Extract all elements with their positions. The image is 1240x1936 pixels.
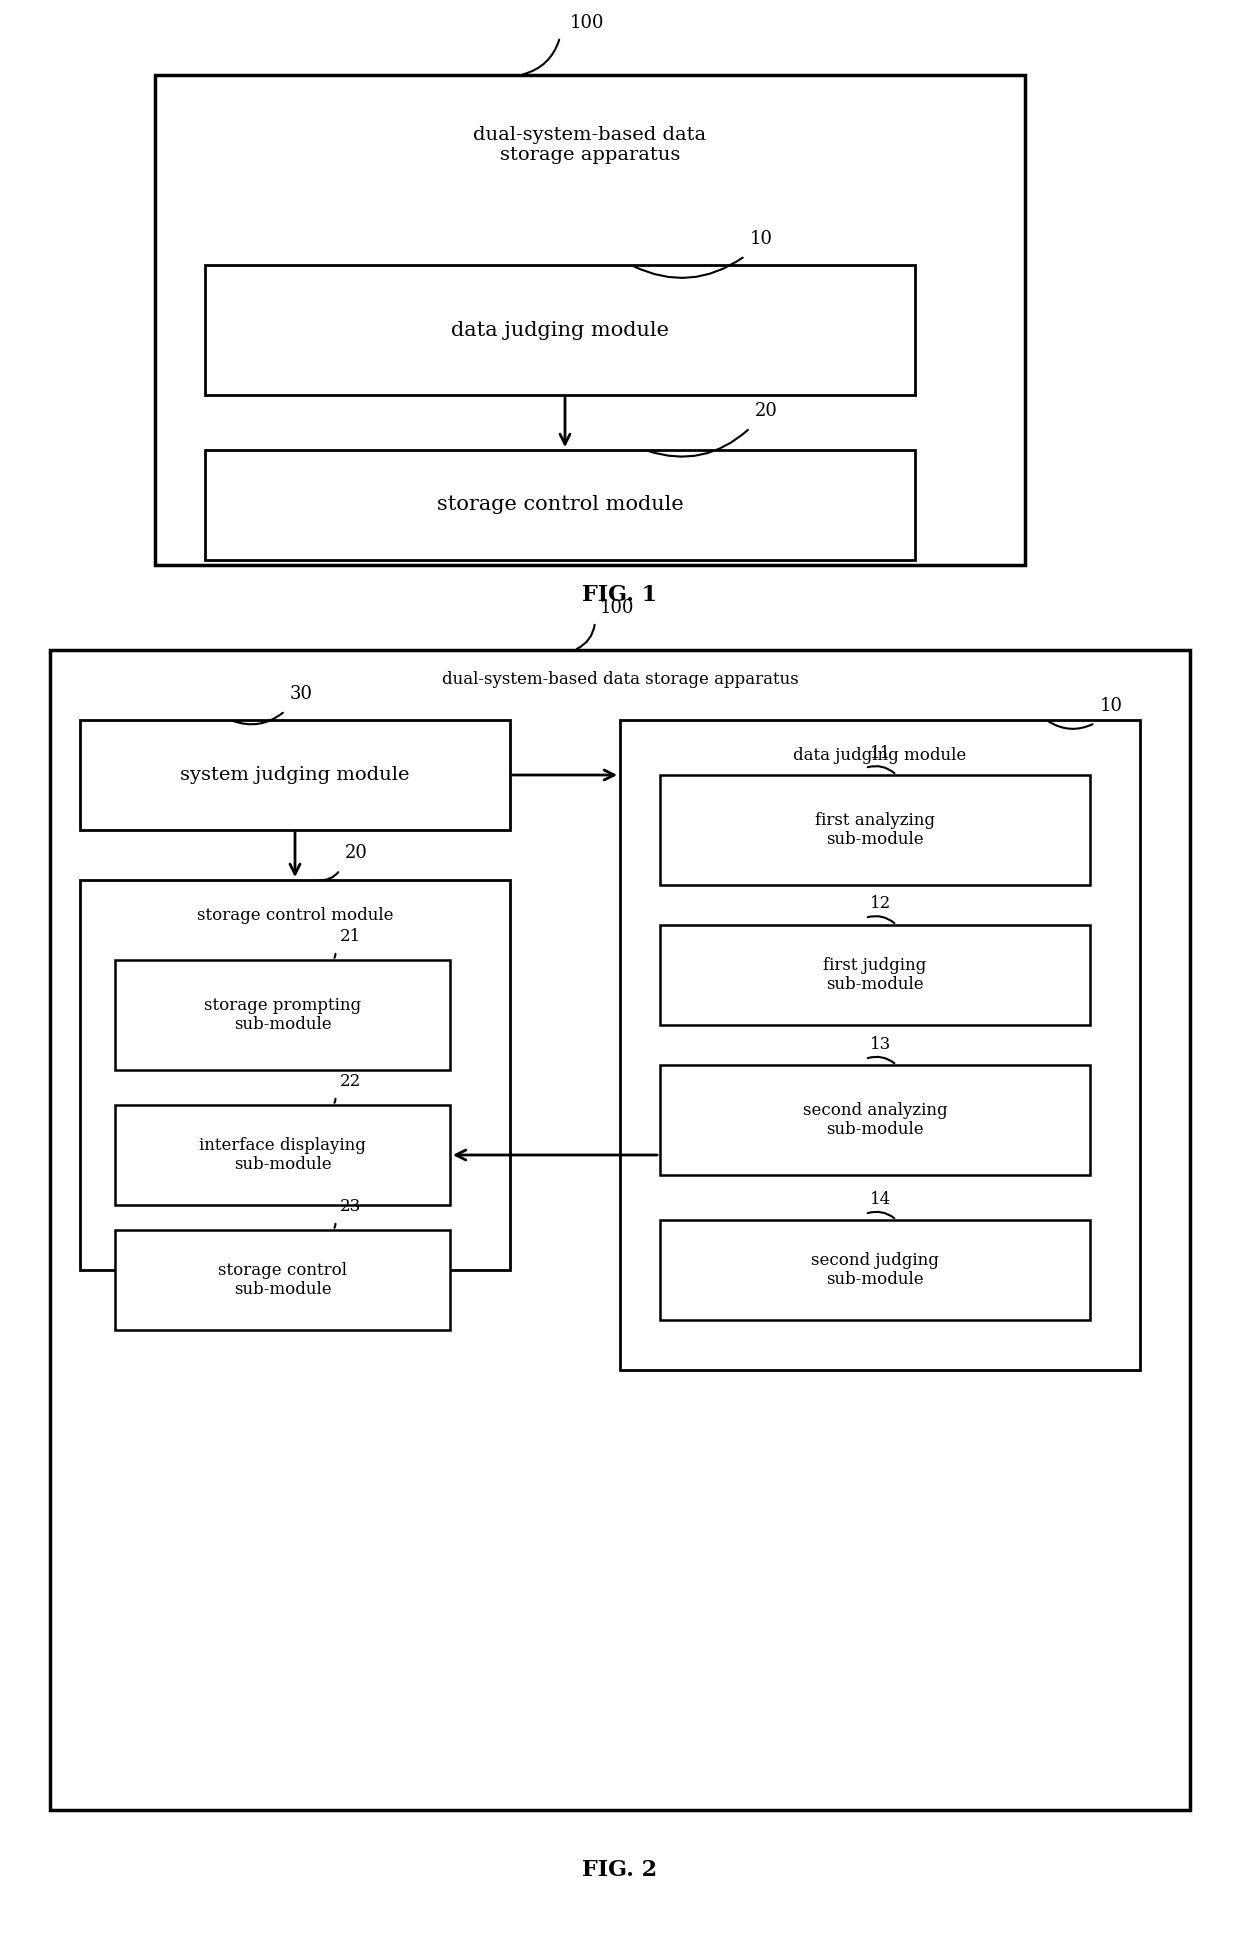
Text: storage control module: storage control module: [197, 906, 393, 923]
Text: system judging module: system judging module: [180, 767, 409, 784]
Text: 30: 30: [290, 685, 312, 703]
Text: 10: 10: [1100, 697, 1123, 714]
Text: 20: 20: [345, 844, 368, 862]
Text: storage control
sub-module: storage control sub-module: [218, 1262, 347, 1299]
Text: interface displaying
sub-module: interface displaying sub-module: [200, 1136, 366, 1173]
Bar: [205, 265, 915, 395]
Bar: [81, 881, 510, 1270]
Text: first analyzing
sub-module: first analyzing sub-module: [815, 811, 935, 848]
Bar: [660, 1065, 1090, 1175]
Text: 23: 23: [340, 1198, 361, 1216]
Text: 22: 22: [340, 1073, 361, 1090]
Bar: [660, 1220, 1090, 1320]
Text: dual-system-based data storage apparatus: dual-system-based data storage apparatus: [441, 672, 799, 689]
Text: second judging
sub-module: second judging sub-module: [811, 1253, 939, 1287]
Bar: [155, 76, 1025, 565]
Text: second analyzing
sub-module: second analyzing sub-module: [802, 1102, 947, 1138]
Bar: [50, 650, 1190, 1810]
Text: 21: 21: [340, 927, 361, 945]
Text: storage control module: storage control module: [436, 496, 683, 515]
Text: 12: 12: [870, 894, 892, 912]
Bar: [620, 720, 1140, 1371]
Bar: [115, 960, 450, 1071]
Text: 20: 20: [755, 403, 777, 420]
Text: data judging module: data judging module: [451, 321, 670, 339]
Text: FIG. 1: FIG. 1: [583, 585, 657, 606]
Bar: [660, 774, 1090, 885]
Text: 100: 100: [600, 598, 635, 618]
Bar: [205, 449, 915, 560]
Text: 100: 100: [570, 14, 605, 33]
Bar: [81, 720, 510, 831]
Text: dual-system-based data
storage apparatus: dual-system-based data storage apparatus: [474, 126, 707, 165]
Text: first judging
sub-module: first judging sub-module: [823, 956, 926, 993]
Text: 14: 14: [870, 1191, 892, 1208]
Bar: [115, 1229, 450, 1330]
Text: 13: 13: [870, 1036, 892, 1053]
Text: data judging module: data judging module: [794, 747, 967, 763]
Text: FIG. 2: FIG. 2: [583, 1859, 657, 1882]
Bar: [115, 1105, 450, 1204]
Text: storage prompting
sub-module: storage prompting sub-module: [203, 997, 361, 1034]
Bar: [660, 925, 1090, 1024]
Text: 11: 11: [870, 745, 892, 763]
Text: 10: 10: [750, 230, 773, 248]
